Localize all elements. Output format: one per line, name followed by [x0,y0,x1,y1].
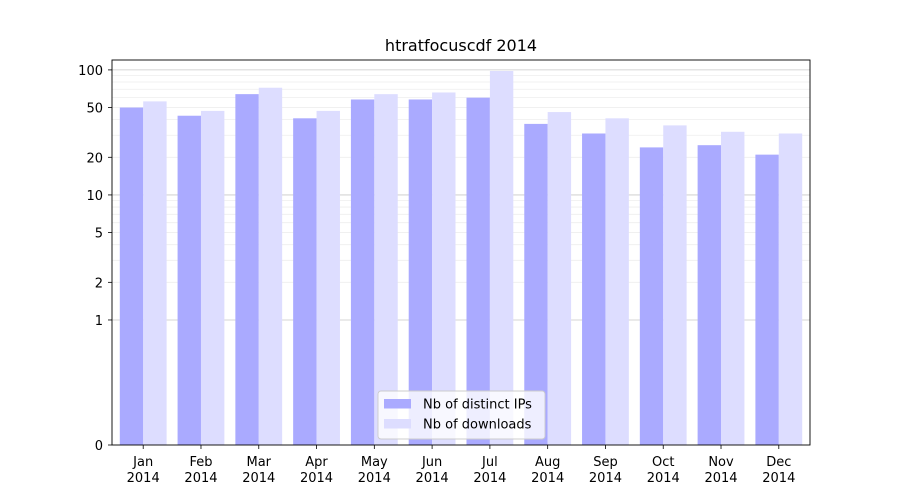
bar-downloads [374,94,398,446]
legend: Nb of distinct IPs Nb of downloads [377,390,546,440]
x-tick-label: 2014 [300,471,333,486]
x-tick-label: Feb [189,455,212,470]
x-tick-label: 2014 [647,471,680,486]
x-tick-label: Sep [593,455,618,470]
bar-ips [235,94,259,446]
legend-label: Nb of distinct IPs [423,398,532,413]
legend-box [377,390,546,440]
y-tick-label: 100 [78,64,103,79]
legend-swatch [384,419,411,429]
bar-ips [524,123,548,445]
y-tick-label: 5 [95,227,103,242]
bar-ips [582,133,606,445]
x-tick-label: Mar [246,455,271,470]
x-tick-label: 2014 [184,471,217,486]
x-tick-label: Jul [481,455,498,470]
bar-ips [293,118,317,445]
x-tick-label: 2014 [762,471,795,486]
x-tick-label: 2014 [473,471,506,486]
bar-downloads [663,125,687,445]
bar-downloads [432,92,456,446]
x-tick-label: 2014 [358,471,391,486]
bars [119,70,803,446]
plot-frame [111,59,811,446]
bar-downloads [143,101,167,445]
x-tick-label: Jun [421,455,442,470]
y-tick-label: 0 [95,439,103,454]
y-tick-label: 20 [86,151,103,166]
x-tick-label: 2014 [704,471,737,486]
bar-downloads [605,118,629,445]
y-tick-label: 50 [86,102,103,117]
x-tick-label: 2014 [242,471,275,486]
y-tick-label: 10 [86,189,103,204]
x-tick-label: Apr [305,455,328,470]
x-tick-label: 2014 [531,471,564,486]
bar-downloads [200,110,225,445]
bar-ips [408,99,433,446]
gridlines [112,69,810,321]
bar-downloads [489,70,514,446]
chart-title: htratfocuscdf 2014 [385,36,537,55]
bar-ips [350,99,375,446]
x-tick-label: 2014 [127,471,160,486]
bar-downloads [778,133,803,445]
y-tick-label: 1 [95,314,103,329]
x-tick-label: Aug [535,455,560,470]
bar-downloads [547,112,572,445]
legend-label: Nb of downloads [423,418,532,433]
bar-ips [177,115,201,445]
bar-downloads [316,110,340,445]
x-tick-label: Nov [708,455,734,470]
x-tick-label: Oct [652,455,674,470]
x-tick-label: Jan [132,455,153,470]
bar-ips [755,154,779,446]
bar-ips [697,145,722,445]
bar-ips [466,97,490,445]
bar-ips [119,107,144,446]
x-tick-label: Dec [766,455,791,470]
legend-swatch [384,399,411,409]
x-tick-label: 2014 [416,471,449,486]
x-tick-label: 2014 [589,471,622,486]
axes: Jan2014Feb2014Mar2014Apr2014May2014Jun20… [78,59,811,486]
x-tick-label: May [361,455,388,470]
bar-downloads [258,87,283,445]
bar-downloads [721,131,745,445]
bar-ips [639,147,664,446]
y-tick-label: 2 [95,276,103,291]
